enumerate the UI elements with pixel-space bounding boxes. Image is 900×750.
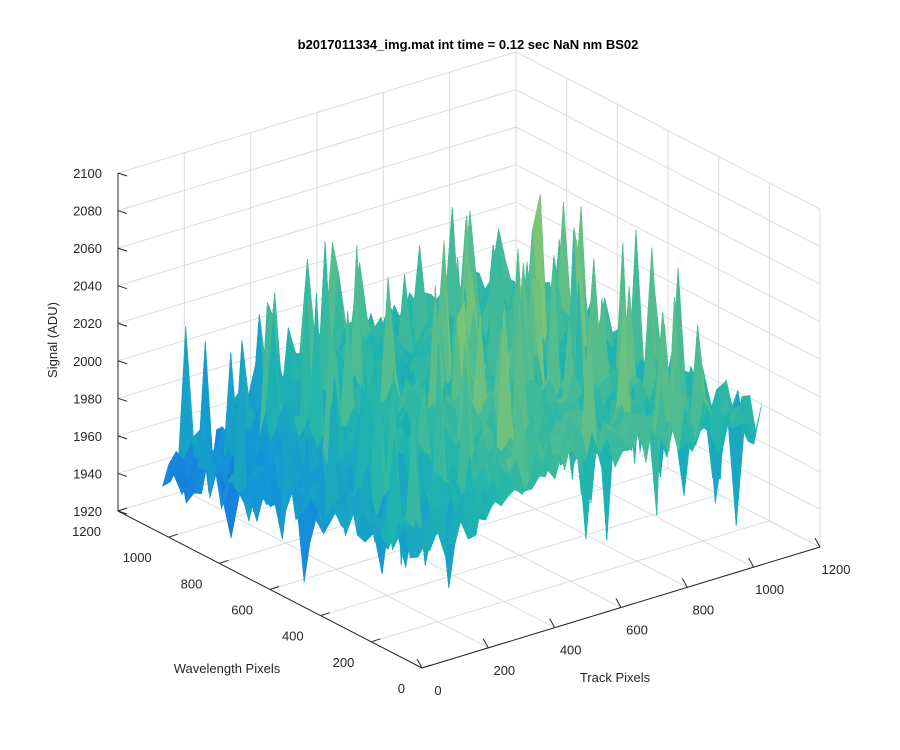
z-tick-label: 1920 bbox=[73, 504, 102, 519]
x-tick-label: 1200 bbox=[822, 562, 851, 577]
axes bbox=[117, 172, 821, 669]
x-tick-label: 800 bbox=[692, 602, 714, 617]
z-axis-label: Signal (ADU) bbox=[45, 302, 60, 378]
z-tick-label: 2080 bbox=[73, 204, 102, 219]
y-tick-mark bbox=[421, 664, 432, 669]
surface-patch bbox=[177, 326, 192, 468]
back-wall-grid-line bbox=[117, 201, 517, 324]
y-tick-mark bbox=[168, 533, 178, 538]
y-tick-label: 0 bbox=[398, 681, 405, 696]
chart-title: b2017011334_img.mat int time = 0.12 sec … bbox=[298, 37, 639, 52]
z-tick-mark bbox=[117, 472, 128, 477]
back-wall-grid-line bbox=[515, 201, 821, 360]
tick-labels: 0 200 400 600 800 1000 1200 0 200 400 600 800 1000 12… bbox=[72, 166, 850, 698]
back-wall-grid-line bbox=[117, 89, 517, 212]
z-tick-label: 2100 bbox=[73, 166, 102, 181]
z-tick-mark bbox=[117, 210, 128, 215]
z-tick-mark bbox=[117, 285, 128, 290]
z-tick-label: 1980 bbox=[73, 391, 102, 406]
y-tick-label: 800 bbox=[181, 576, 203, 591]
z-tick-label: 2040 bbox=[73, 279, 102, 294]
x-tick-label: 1000 bbox=[755, 582, 784, 597]
back-wall-grid-line bbox=[515, 126, 821, 285]
x-tick-mark bbox=[416, 658, 423, 669]
x-tick-mark bbox=[748, 557, 755, 568]
back-wall-grid-line bbox=[117, 51, 517, 174]
back-wall-grid-line bbox=[515, 89, 821, 247]
y-axis-label: Wavelength Pixels bbox=[174, 661, 281, 676]
z-tick-mark bbox=[117, 435, 128, 440]
x-axis-label: Track Pixels bbox=[580, 670, 651, 685]
z-tick-mark bbox=[117, 247, 128, 252]
y-tick-mark bbox=[269, 586, 280, 590]
y-tick-label: 1200 bbox=[72, 524, 101, 539]
z-tick-label: 2000 bbox=[73, 354, 102, 369]
z-tick-mark bbox=[117, 510, 128, 515]
z-tick-label: 2060 bbox=[73, 241, 102, 256]
z-tick-mark bbox=[117, 172, 128, 177]
x-tick-mark bbox=[549, 618, 556, 628]
surface-patch bbox=[415, 519, 430, 552]
back-wall-grid-line bbox=[117, 164, 517, 287]
back-wall-grid-line bbox=[515, 164, 821, 323]
x-tick-label: 0 bbox=[434, 683, 441, 698]
y-tick-label: 1000 bbox=[123, 550, 152, 565]
z-tick-mark bbox=[117, 322, 128, 327]
y-tick-label: 600 bbox=[231, 603, 253, 618]
z-tick-label: 2020 bbox=[73, 316, 102, 331]
x-tick-label: 200 bbox=[493, 663, 515, 678]
x-tick-mark bbox=[681, 578, 688, 588]
y-tick-mark bbox=[371, 638, 381, 643]
z-tick-label: 1960 bbox=[73, 429, 102, 444]
z-tick-label: 1940 bbox=[73, 466, 102, 481]
x-tick-mark bbox=[482, 638, 489, 649]
y-tick-mark bbox=[219, 559, 229, 564]
x-tick-mark bbox=[615, 598, 622, 608]
back-wall-grid-line bbox=[515, 51, 821, 210]
z-tick-mark bbox=[117, 397, 128, 402]
y-tick-label: 400 bbox=[282, 629, 304, 644]
surface-mesh bbox=[162, 194, 762, 588]
floor-grid-line bbox=[320, 494, 719, 617]
x-tick-label: 400 bbox=[560, 643, 582, 658]
floor-grid-line bbox=[371, 520, 770, 643]
y-tick-label: 200 bbox=[333, 655, 355, 670]
x-tick-mark bbox=[814, 537, 821, 548]
back-wall-grid-line bbox=[117, 126, 517, 249]
x-tick-label: 600 bbox=[626, 623, 648, 638]
z-tick-mark bbox=[117, 360, 128, 365]
y-tick-mark bbox=[320, 612, 330, 617]
y-tick-mark bbox=[117, 507, 128, 512]
